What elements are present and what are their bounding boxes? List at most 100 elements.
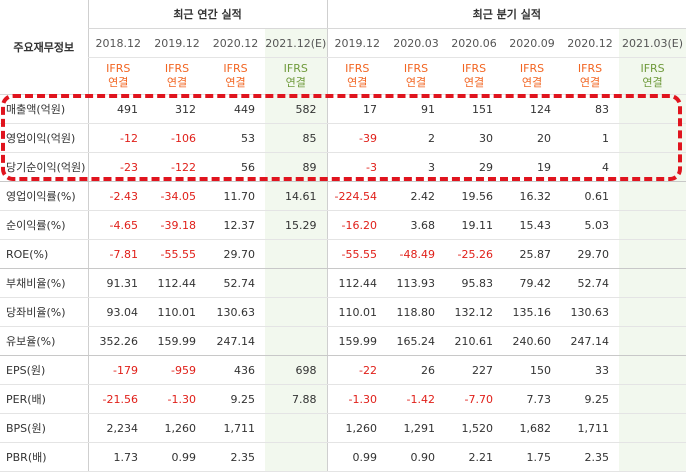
ifrs-label: IFRS 연결 <box>265 57 328 95</box>
table-row: 순이익률(%) -4.65 -39.18 12.37 15.29 -16.20 3.68 19… <box>0 210 686 240</box>
cell-value: 582 <box>265 94 328 124</box>
ifrs-top-text: IFRS <box>164 62 190 75</box>
cell-value: 124 <box>503 94 562 124</box>
cell-value: 89 <box>265 152 328 182</box>
cell-value: 91 <box>387 94 446 124</box>
cell-value: 19.56 <box>445 181 504 211</box>
ifrs-top-text: IFRS <box>106 62 131 75</box>
ifrs-label: IFRS 연결 <box>387 57 446 95</box>
cell-value: 15.29 <box>265 210 328 240</box>
cell-value: 1,711 <box>206 413 265 443</box>
ifrs-top-text: IFRS <box>223 62 248 75</box>
table-row: 당기순이익(억원) -23 -122 56 89 -3 3 29 19 4 <box>0 152 686 182</box>
table-row: ROE(%) -7.81 -55.55 29.70 -55.55 -48.49 -25.26… <box>0 239 686 269</box>
cell-value <box>265 413 328 443</box>
cell-value: -1.30 <box>326 384 388 414</box>
cell-value: -55.55 <box>326 239 388 269</box>
ifrs-bottom-text: 연결 <box>166 76 188 89</box>
cell-value: 85 <box>265 123 328 153</box>
cell-value: 491 <box>87 94 148 124</box>
cell-value: -12 <box>87 123 148 153</box>
cell-value: 2,234 <box>87 413 148 443</box>
cell-value: 52.74 <box>206 268 265 298</box>
ifrs-bottom-text: 연결 <box>347 76 368 89</box>
cell-value: 2.35 <box>561 442 620 472</box>
cell-value: 56 <box>206 152 265 182</box>
row-label: 당좌비율(%) <box>0 297 88 327</box>
table-row: PBR(배) 1.73 0.99 2.35 0.99 0.90 2.21 1.75 2.35 <box>0 442 686 472</box>
cell-value: 0.99 <box>148 442 206 472</box>
cell-value: -22 <box>326 355 388 385</box>
table-row: EPS(원) -179 -959 436 698 -22 26 227 150 33 <box>0 355 686 385</box>
period-header[interactable]: 2020.12 <box>561 28 620 58</box>
row-label: PER(배) <box>0 384 88 414</box>
cell-value: 7.73 <box>503 384 562 414</box>
cell-value <box>265 239 328 269</box>
cell-value: 5.03 <box>561 210 620 240</box>
cell-value: 247.14 <box>206 326 265 356</box>
cell-value: -7.70 <box>445 384 504 414</box>
cell-value: 53 <box>206 123 265 153</box>
table-row: 유보율(%) 352.26 159.99 247.14 159.99 165.24 210.… <box>0 326 686 356</box>
cell-value <box>619 123 686 153</box>
period-header[interactable]: 2021.03(E) <box>619 28 686 58</box>
period-header[interactable]: 2020.12 <box>206 28 265 58</box>
cell-value <box>619 210 686 240</box>
cell-value <box>619 297 686 327</box>
cell-value: 247.14 <box>561 326 620 356</box>
period-header[interactable]: 2020.03 <box>387 28 446 58</box>
cell-value <box>619 355 686 385</box>
cell-value: 112.44 <box>326 268 388 298</box>
cell-value: -48.49 <box>387 239 446 269</box>
period-header[interactable]: 2019.12 <box>148 28 206 58</box>
ifrs-top-text: IFRS <box>345 62 370 75</box>
cell-value: 1.73 <box>87 442 148 472</box>
row-label: 유보율(%) <box>0 326 88 356</box>
ifrs-top-text: IFRS <box>577 62 603 75</box>
cell-value: 113.93 <box>387 268 446 298</box>
cell-value: 1,260 <box>148 413 206 443</box>
cell-value: 159.99 <box>326 326 388 356</box>
cell-value: -122 <box>148 152 206 182</box>
cell-value: -25.26 <box>445 239 504 269</box>
period-header[interactable]: 2020.09 <box>503 28 562 58</box>
ifrs-top-text: IFRS <box>403 62 429 75</box>
row-label: 순이익률(%) <box>0 210 88 240</box>
cell-value <box>265 297 328 327</box>
cell-value: 2.21 <box>445 442 504 472</box>
cell-value <box>619 442 686 472</box>
ifrs-bottom-text: 연결 <box>108 76 129 89</box>
cell-value <box>619 326 686 356</box>
ifrs-bottom-text: 연결 <box>285 76 306 89</box>
cell-value: 14.61 <box>265 181 328 211</box>
cell-value <box>619 384 686 414</box>
cell-value: 11.70 <box>206 181 265 211</box>
ifrs-label: IFRS 연결 <box>561 57 620 95</box>
period-header[interactable]: 2021.12(E) <box>265 28 328 58</box>
ifrs-top-text: IFRS <box>461 62 487 75</box>
period-header[interactable]: 2020.06 <box>445 28 504 58</box>
cell-value: 159.99 <box>148 326 206 356</box>
row-label: EPS(원) <box>0 355 88 385</box>
cell-value: -106 <box>148 123 206 153</box>
cell-value: -23 <box>87 152 148 182</box>
cell-value: 449 <box>206 94 265 124</box>
cell-value <box>619 268 686 298</box>
corner-label: 주요재무정보 <box>0 0 88 95</box>
ifrs-label: IFRS 연결 <box>503 57 562 95</box>
cell-value: 17 <box>326 94 388 124</box>
row-label: ROE(%) <box>0 239 88 269</box>
cell-value: -7.81 <box>87 239 148 269</box>
cell-value <box>619 181 686 211</box>
period-header[interactable]: 2018.12 <box>87 28 148 58</box>
cell-value: 16.32 <box>503 181 562 211</box>
cell-value: -39.18 <box>148 210 206 240</box>
period-header[interactable]: 2019.12 <box>326 28 388 58</box>
cell-value: 0.99 <box>326 442 388 472</box>
row-label: 당기순이익(억원) <box>0 152 88 182</box>
cell-value: 1,520 <box>445 413 504 443</box>
cell-value: 1,711 <box>561 413 620 443</box>
cell-value: 9.25 <box>561 384 620 414</box>
cell-value: 1,682 <box>503 413 562 443</box>
cell-value: 150 <box>503 355 562 385</box>
